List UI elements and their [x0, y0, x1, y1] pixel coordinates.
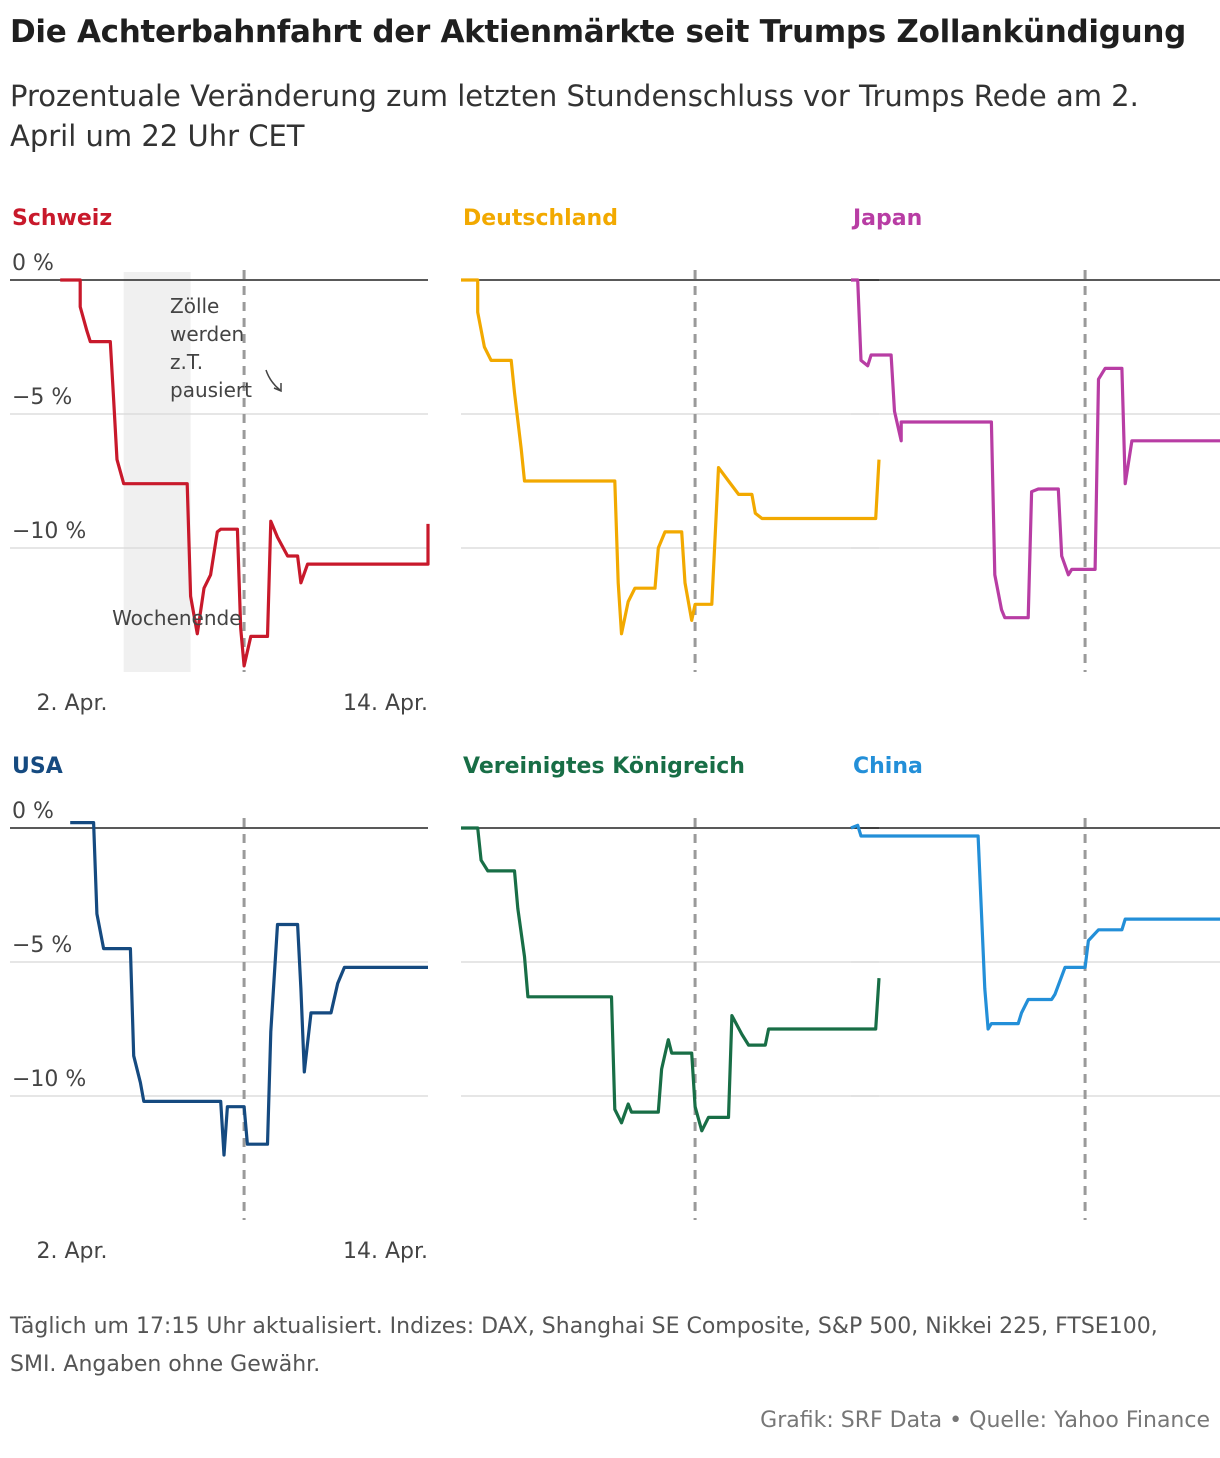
- series-line: [60, 278, 430, 668]
- pause-annotation-line: werden: [170, 322, 244, 346]
- x-tick-label: 2. Apr.: [36, 1239, 107, 1264]
- series-line: [70, 821, 428, 1157]
- pause-annotation-line: pausiert: [170, 378, 252, 402]
- source-credit: Grafik: SRF Data • Quelle: Yahoo Finance: [760, 1408, 1210, 1433]
- y-tick-label: 0 %: [12, 251, 54, 276]
- panel-china: China: [850, 754, 1220, 1220]
- panel-title: Vereinigtes Königreich: [463, 754, 745, 779]
- panel-title: Deutschland: [463, 206, 618, 231]
- x-tick-label: 2. Apr.: [36, 691, 107, 716]
- y-tick-label: −5 %: [12, 385, 72, 410]
- series-line: [851, 278, 1220, 620]
- x-tick-label: 14. Apr.: [343, 1239, 428, 1264]
- small-multiples-chart: Schweiz 0 % −5 % −10 % 2. Apr. 14. Apr. Wochen…: [10, 206, 1220, 1264]
- panel-japan: Japan: [851, 206, 1220, 672]
- panel-vereinigtes-königreich: Vereinigtes Königreich: [461, 754, 881, 1220]
- y-tick-label: −10 %: [12, 1067, 86, 1092]
- weekend-label: Wochenende: [112, 606, 241, 630]
- panel-title: USA: [12, 754, 63, 779]
- panel-schweiz: Schweiz 0 % −5 % −10 % 2. Apr. 14. Apr. Wochen…: [10, 206, 430, 716]
- series-line: [461, 278, 881, 636]
- pause-annotation-line: Zölle: [170, 294, 219, 318]
- series-line: [850, 823, 1220, 1031]
- panel-title: Japan: [851, 206, 922, 231]
- arrow-head: [273, 383, 282, 393]
- pause-annotation-line: z.T.: [170, 350, 203, 374]
- chart-subtitle: Prozentuale Veränderung zum letzten Stun…: [10, 79, 1139, 153]
- panel-usa: USA 0 % −5 % −10 % 2. Apr. 14. Apr.: [10, 754, 428, 1264]
- y-tick-label: 0 %: [12, 799, 54, 824]
- footnote: Täglich um 17:15 Uhr aktualisiert. Indiz…: [10, 1314, 1158, 1377]
- annotation-arrow: [265, 369, 281, 391]
- series-line: [461, 826, 881, 1133]
- panel-deutschland: Deutschland: [461, 206, 881, 672]
- chart-title: Die Achterbahnfahrt der Aktienmärkte sei…: [10, 14, 1187, 50]
- y-tick-label: −5 %: [12, 933, 72, 958]
- weekend-shading: [123, 272, 191, 672]
- panel-title: China: [853, 754, 923, 779]
- x-tick-label: 14. Apr.: [343, 691, 428, 716]
- panel-title: Schweiz: [12, 206, 112, 231]
- y-tick-label: −10 %: [12, 519, 86, 544]
